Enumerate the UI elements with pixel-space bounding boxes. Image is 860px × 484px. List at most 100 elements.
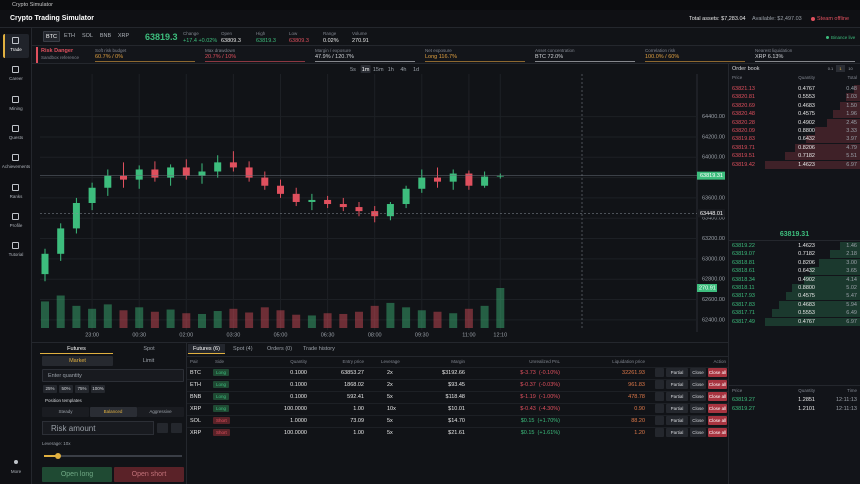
template-button[interactable]: Aggressive [137,407,184,417]
close-all-button[interactable]: Close all [708,428,727,437]
slider-track[interactable] [44,455,182,457]
step-button[interactable]: 10 [848,66,853,71]
open-short-button[interactable]: Open short [114,467,184,482]
timeframe-button[interactable]: 5s [350,67,356,73]
timeframe-button[interactable]: 1d [413,67,419,73]
partial-button[interactable]: Partial [666,368,688,377]
unrealized-pnl: $0.15 (+1.70%) [520,418,560,424]
close-button[interactable]: Close [690,392,706,401]
quantity-input[interactable]: Enter quantity [42,369,184,382]
close-button[interactable]: Close [690,428,706,437]
template-button[interactable]: Balanced [89,407,137,417]
nav-icon[interactable] [14,460,18,464]
chart-icon-button[interactable] [655,392,664,401]
nav-item[interactable]: Achievements [1,164,31,170]
depth-bar [765,160,860,169]
nav-icon[interactable] [12,95,19,103]
price-chart: 5s 1m 15m 1h 4h 1d 62400.00 62600.00 62800.00 630… [40,65,725,338]
order-book-panel [728,64,860,484]
column-header: Pair [190,359,199,364]
mode[interactable]: Market [42,356,113,366]
risk-meter [205,61,305,62]
positions-tab[interactable]: Trade history [303,346,335,352]
nav-item[interactable]: Profile [9,222,23,228]
close-all-button[interactable]: Close all [708,380,727,389]
nav-item[interactable]: Ranks [9,193,23,199]
divider [32,342,728,343]
step-button[interactable]: 0.1 [827,66,834,71]
timeframe-button[interactable]: 15m [373,67,384,73]
nav-item[interactable]: Tutorial [8,252,24,258]
book-total: 0.48 [846,86,857,92]
symbol-tab[interactable]: ETH [64,33,75,39]
partial-button[interactable]: Partial [666,428,688,437]
book-quantity: 0.4683 [798,301,815,308]
stat-value: +17.4 +0.02% [183,38,218,44]
mode[interactable]: Limit [142,358,155,364]
partial-button[interactable]: Partial [666,416,688,425]
timeframe-button[interactable]: 1h [388,67,394,73]
chart-icon-button[interactable] [655,368,664,377]
nav-icon[interactable] [12,183,19,191]
timeframe-button[interactable]: 1m [362,67,370,73]
partial-button[interactable]: Partial [666,380,688,389]
close-all-button[interactable]: Close all [708,368,727,377]
nav-icon[interactable] [12,154,19,162]
nav-icon[interactable] [12,212,19,220]
chart-icon-button[interactable] [655,404,664,413]
icon-button[interactable] [171,423,182,433]
book-price: 63818.61 [732,268,755,275]
percent-button[interactable]: 100% [91,385,105,393]
positions-tab[interactable]: Futures (6) [188,344,225,354]
close-button[interactable]: Close [690,380,706,389]
nav-icon[interactable] [12,242,19,250]
percent-button[interactable]: 50% [59,385,73,393]
partial-button[interactable]: Partial [666,392,688,401]
nav-icon[interactable] [12,37,19,44]
nav-icon[interactable] [12,66,19,74]
nav-icon[interactable] [12,124,19,132]
nav-item[interactable]: Mining [9,105,23,111]
positions-tab[interactable]: Orders (0) [267,346,293,352]
open-long-button[interactable]: Open long [42,467,112,482]
symbol-tab[interactable]: XRP [117,33,130,39]
mid-price: 63819.31 [779,231,810,238]
nav-item[interactable]: Career [9,76,23,82]
tab[interactable]: Futures [40,344,113,354]
pair: XRP [190,406,202,412]
icon-button[interactable] [157,423,168,433]
depth-bar [803,275,860,284]
close-button[interactable]: Close [690,368,706,377]
symbol-tab[interactable]: SOL [81,33,93,39]
percent-button[interactable]: 25% [43,385,57,393]
tab[interactable]: Spot [143,346,155,352]
symbol-tab[interactable]: BTC [43,31,60,42]
nav-item[interactable]: More [10,469,22,474]
nav-item[interactable]: Quests [8,134,24,140]
pair: SOL [190,418,202,424]
close-button[interactable]: Close [690,416,706,425]
book-quantity: 0.8206 [798,144,815,151]
close-all-button[interactable]: Close all [708,392,727,401]
chart-icon-button[interactable] [655,416,664,425]
risk-input[interactable]: Risk amount [42,421,154,435]
risk-metric-label: Soft risk budget [95,48,127,53]
partial-button[interactable]: Partial [666,404,688,413]
depth-bar [819,258,860,267]
template-button[interactable]: Steady [42,407,89,417]
chart-icon-button[interactable] [655,380,664,389]
symbol-tab[interactable]: BNB [99,33,112,39]
slider-knob[interactable] [55,453,61,459]
candle-body [339,204,347,208]
timeframe-button[interactable]: 4h [400,67,406,73]
book-total: 5.02 [846,285,857,291]
positions-tab[interactable]: Spot (4) [233,346,253,352]
candle-body [198,171,206,176]
nav-item[interactable]: Trade [10,47,22,52]
step-button[interactable]: 1 [836,65,845,72]
close-all-button[interactable]: Close all [708,416,727,425]
percent-button[interactable]: 75% [75,385,89,393]
close-button[interactable]: Close [690,404,706,413]
chart-icon-button[interactable] [655,428,664,437]
close-all-button[interactable]: Close all [708,404,727,413]
